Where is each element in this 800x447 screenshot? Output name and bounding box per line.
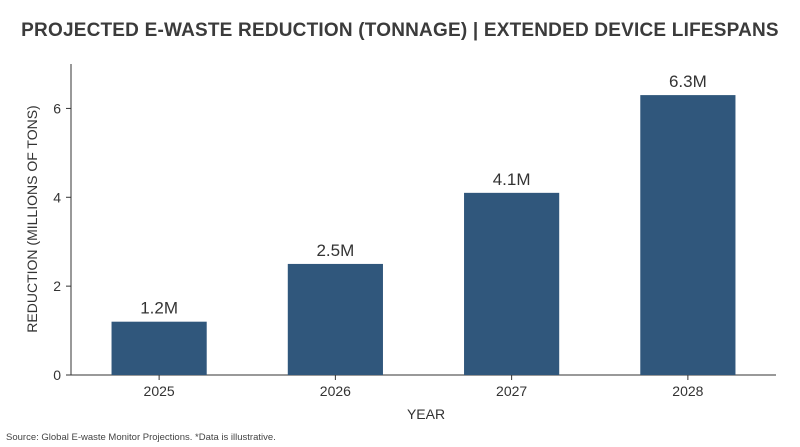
y-tick-label: 2 <box>53 278 61 294</box>
source-note: Source: Global E-waste Monitor Projectio… <box>6 432 276 443</box>
x-tick-label: 2027 <box>496 383 527 399</box>
y-axis-title: REDUCTION (MILLIONS OF TONS) <box>24 105 40 332</box>
labels: 0 2 4 6 2025 1.2M 2026 2.5M 2027 4.1M 2028 6.3M <box>53 72 707 399</box>
y-tick-label: 4 <box>53 189 61 205</box>
data-label: 4.1M <box>493 170 531 189</box>
x-tick-label: 2026 <box>320 383 351 399</box>
chart-title: PROJECTED E-WASTE REDUCTION (TONNAGE) | … <box>21 20 779 41</box>
bar <box>464 192 560 375</box>
x-tick-label: 2028 <box>672 383 703 399</box>
bars <box>111 95 736 375</box>
y-tick-label: 0 <box>53 367 61 383</box>
x-tick-label: 2025 <box>144 383 175 399</box>
bar <box>640 95 736 375</box>
y-tick-label: 6 <box>53 100 61 116</box>
x-axis-title: YEAR <box>407 406 445 422</box>
data-label: 2.5M <box>316 241 354 260</box>
bar <box>287 263 383 375</box>
data-label: 6.3M <box>669 72 707 91</box>
bar <box>111 321 207 375</box>
data-label: 1.2M <box>140 299 178 318</box>
